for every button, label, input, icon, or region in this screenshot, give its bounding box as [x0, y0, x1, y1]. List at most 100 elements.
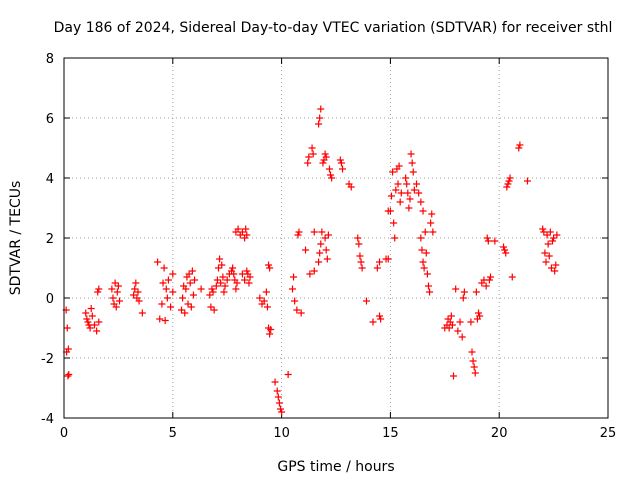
data-point — [483, 234, 491, 242]
data-point — [336, 156, 344, 164]
data-point — [207, 303, 215, 311]
axis-ticks: 0 5 10 15 20 25 -4 -2 0 2 4 6 8 — [41, 52, 616, 441]
data-point — [322, 153, 330, 161]
data-point — [90, 321, 98, 329]
data-point — [471, 369, 479, 377]
data-point — [156, 315, 164, 323]
data-point — [154, 258, 162, 266]
data-point — [230, 270, 238, 278]
data-point — [502, 249, 510, 257]
data-point — [95, 285, 103, 293]
data-point — [179, 294, 187, 302]
data-point — [209, 288, 217, 296]
data-point — [549, 237, 557, 245]
data-point — [460, 288, 468, 296]
data-point — [458, 333, 466, 341]
y-tick-label: 8 — [46, 52, 54, 67]
data-point — [266, 264, 274, 272]
data-point — [540, 228, 548, 236]
data-point — [86, 324, 94, 332]
data-point — [373, 264, 381, 272]
data-point — [384, 255, 392, 263]
data-point — [167, 303, 175, 311]
data-point — [187, 303, 195, 311]
y-axis-label: SDTVAR / TECUs — [8, 181, 24, 296]
data-point — [325, 165, 333, 173]
data-point — [447, 312, 455, 320]
data-point — [159, 279, 167, 287]
data-point — [310, 228, 318, 236]
data-point — [186, 279, 194, 287]
data-point — [421, 228, 429, 236]
data-point — [83, 315, 91, 323]
data-point — [212, 282, 220, 290]
data-point — [356, 252, 364, 260]
data-point — [427, 219, 435, 227]
data-point — [452, 285, 460, 293]
data-point — [131, 285, 139, 293]
data-point — [95, 318, 103, 326]
data-point — [246, 273, 254, 281]
data-point — [503, 183, 511, 191]
data-point — [114, 282, 122, 290]
data-point — [459, 294, 467, 302]
data-point — [82, 309, 90, 317]
data-point — [316, 249, 324, 257]
data-point — [218, 261, 226, 269]
data-point — [327, 171, 335, 179]
data-point — [87, 305, 95, 312]
data-point — [484, 237, 492, 245]
data-point — [339, 165, 347, 173]
data-point — [500, 243, 508, 251]
data-point — [476, 312, 484, 320]
data-point — [262, 288, 270, 296]
data-point — [377, 315, 385, 323]
data-point — [321, 150, 329, 158]
data-point — [408, 159, 416, 167]
data-point — [552, 261, 560, 269]
data-point — [182, 285, 190, 293]
data-point — [337, 159, 345, 167]
data-point — [321, 234, 329, 242]
data-point — [429, 228, 437, 236]
data-point — [405, 204, 413, 212]
data-point — [355, 240, 363, 248]
data-point — [315, 258, 323, 266]
data-point — [391, 234, 399, 242]
data-point — [402, 174, 410, 182]
data-point — [424, 282, 432, 290]
data-point — [216, 255, 224, 263]
x-tick-label: 25 — [600, 426, 617, 441]
data-point — [243, 267, 251, 275]
data-point — [485, 276, 493, 284]
data-point — [213, 276, 221, 284]
data-point — [238, 228, 246, 236]
data-point — [486, 273, 494, 281]
data-point — [469, 357, 477, 365]
data-point — [278, 408, 286, 416]
data-point — [386, 207, 394, 215]
x-tick-label: 5 — [169, 426, 177, 441]
data-point — [88, 312, 96, 320]
data-point — [448, 321, 456, 329]
data-point — [505, 177, 513, 185]
data-point — [163, 294, 171, 302]
data-point — [169, 288, 177, 296]
data-point — [221, 282, 229, 290]
data-point — [65, 371, 73, 378]
data-point — [158, 300, 166, 308]
data-point — [354, 234, 362, 242]
data-point — [134, 288, 142, 296]
data-point — [404, 189, 412, 197]
plot-frame — [63, 57, 609, 419]
data-point — [277, 405, 285, 413]
data-point — [288, 285, 296, 293]
data-point — [308, 144, 316, 152]
data-point — [397, 189, 405, 197]
data-point — [523, 177, 531, 185]
data-point — [418, 246, 426, 254]
data-point — [323, 255, 331, 263]
data-point — [242, 225, 250, 233]
data-point — [178, 306, 186, 314]
data-point — [181, 309, 189, 317]
